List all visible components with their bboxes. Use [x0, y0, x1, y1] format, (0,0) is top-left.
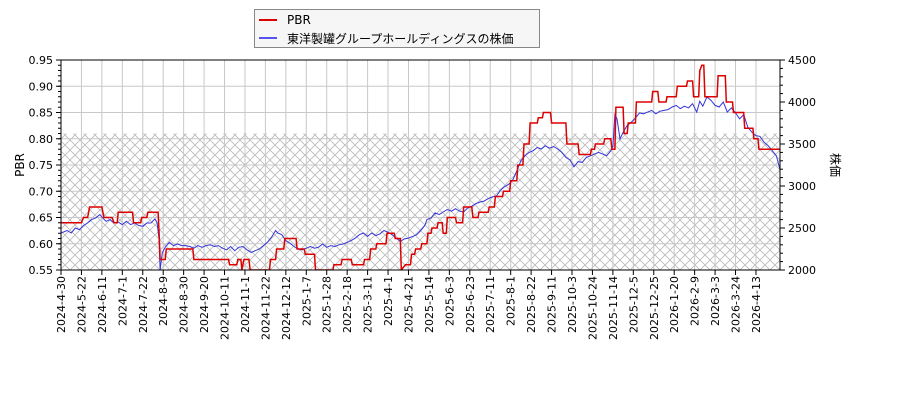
x-tick-label: 2024-12-12	[280, 276, 293, 340]
x-tick-label: 2025-1-28	[321, 276, 334, 333]
x-tick-label: 2025-6-3	[443, 276, 456, 326]
y-tick-label: 0.60	[29, 238, 54, 251]
x-tick-label: 2025-10-3	[566, 276, 579, 333]
x-tick-label: 2025-2-18	[341, 276, 354, 333]
x-tick-label: 2024-7-1	[116, 276, 129, 326]
x-tick-label: 2026-2-9	[689, 276, 702, 326]
legend-item-pbr: PBR	[255, 11, 311, 29]
y2-tick-label: 3500	[788, 138, 816, 151]
x-tick-label: 2026-4-13	[750, 276, 763, 333]
y-tick-label: 0.80	[29, 133, 54, 146]
x-tick-label: 2025-11-14	[607, 276, 620, 340]
x-tick-label: 2025-8-1	[505, 276, 518, 326]
x-tick-label: 2025-5-14	[423, 276, 436, 333]
legend-label-pbr: PBR	[287, 13, 311, 27]
x-tick-label: 2024-4-30	[55, 276, 68, 333]
legend-label-price: 東洋製罐グループホールディングスの株価	[287, 31, 514, 46]
x-tick-label: 2025-12-25	[648, 276, 661, 340]
legend-swatch-price	[259, 37, 277, 39]
y2-axis-title: 株価	[828, 153, 843, 177]
x-tick-label: 2024-7-22	[137, 276, 150, 333]
y-tick-label: 0.85	[29, 107, 54, 120]
y-tick-label: 0.90	[29, 80, 54, 93]
y2-tick-label: 3000	[788, 180, 816, 193]
legend: PBR 東洋製罐グループホールディングスの株価	[254, 9, 540, 48]
y2-tick-label: 2500	[788, 222, 816, 235]
y-tick-label: 0.75	[29, 159, 54, 172]
x-tick-label: 2024-10-11	[219, 276, 232, 340]
x-tick-label: 2026-1-20	[668, 276, 681, 333]
x-tick-label: 2025-8-22	[525, 276, 538, 333]
x-tick-label: 2024-8-9	[157, 276, 170, 326]
price-line	[61, 96, 780, 270]
legend-item-price: 東洋製罐グループホールディングスの株価	[255, 29, 513, 47]
axes: 0.55 0.60 0.65 0.70 0.75 0.80 0.85 0.90 0.95 2000…	[29, 54, 817, 340]
x-tick-label: 2025-1-7	[300, 276, 313, 326]
x-tick-label: 2025-3-11	[362, 276, 375, 333]
y-tick-label: 0.65	[29, 212, 54, 225]
x-tick-label: 2025-4-21	[402, 276, 415, 333]
pbr-line	[61, 64, 780, 270]
x-tick-label: 2024-9-20	[198, 276, 211, 333]
y-tick-label: 0.55	[29, 264, 54, 277]
y2-tick-label: 2000	[788, 264, 816, 277]
y2-tick-label: 4500	[788, 54, 816, 67]
y2-tick-label: 4000	[788, 96, 816, 109]
x-tick-label: 2025-9-11	[546, 276, 559, 333]
x-tick-label: 2026-3-24	[730, 276, 743, 333]
x-tick-label: 2024-6-11	[96, 276, 109, 333]
y-tick-label: 0.95	[29, 54, 54, 67]
y-axis-title: PBR	[13, 153, 27, 177]
x-tick-label: 2025-12-5	[627, 276, 640, 333]
gridlines	[61, 59, 780, 271]
x-tick-label: 2025-7-11	[484, 276, 497, 333]
x-tick-label: 2025-10-24	[586, 276, 599, 340]
x-tick-label: 2025-6-23	[464, 276, 477, 333]
x-tick-label: 2024-11-22	[259, 276, 272, 340]
x-tick-label: 2024-11-1	[239, 276, 252, 333]
legend-swatch-pbr	[259, 19, 277, 21]
x-tick-label: 2024-5-22	[75, 276, 88, 333]
x-tick-label: 2024-8-30	[178, 276, 191, 333]
x-tick-label: 2026-3-3	[709, 276, 722, 326]
y-tick-label: 0.70	[29, 185, 54, 198]
x-tick-label: 2025-4-1	[382, 276, 395, 326]
